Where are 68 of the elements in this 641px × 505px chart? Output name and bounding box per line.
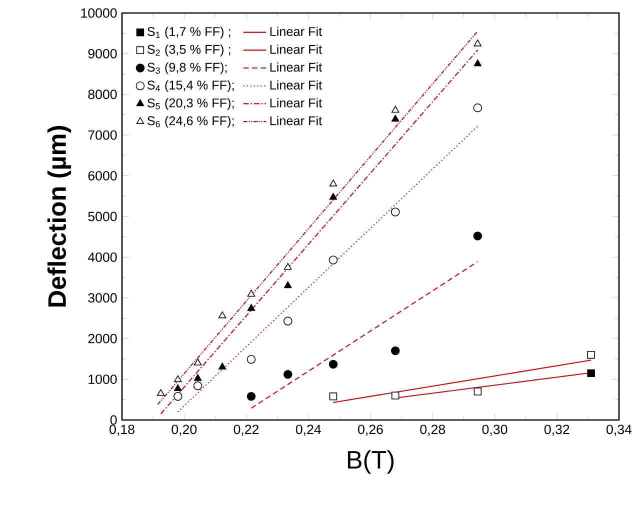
point [587, 351, 595, 359]
point [390, 346, 400, 356]
x-tick-label: 0,22 [234, 424, 259, 436]
x-tick-label: 0,18 [110, 424, 134, 436]
x-tick-label: 0,26 [358, 424, 383, 436]
y-tick-label: 5000 [88, 212, 117, 222]
legend-label: S$_{2}$ (3,5 % FF) ; [147, 44, 230, 56]
x-tick-label: 0,20 [172, 424, 197, 436]
point [193, 381, 202, 390]
point [218, 362, 226, 370]
point [174, 384, 182, 392]
x-axis-title: B(T) [348, 450, 394, 474]
y-tick-label: 9000 [88, 48, 117, 58]
point [474, 40, 482, 46]
point [390, 208, 400, 216]
y-tick-label: 10000 [81, 8, 117, 18]
y-axis-title: Deflection (µm) [47, 126, 72, 307]
x-tick-label: 0,28 [420, 424, 446, 436]
y-tick-label: 6000 [88, 171, 117, 180]
point [284, 262, 292, 270]
point [328, 256, 338, 264]
point [218, 311, 226, 318]
point [329, 180, 338, 186]
legend-label: Linear Fit [270, 26, 322, 36]
y-tick-label: 1000 [88, 374, 117, 384]
point [283, 316, 292, 326]
point [391, 114, 400, 122]
point [391, 106, 400, 113]
point [283, 370, 292, 379]
y-tick-label: 2000 [88, 334, 117, 344]
point [194, 374, 202, 381]
point [284, 281, 292, 288]
point [194, 358, 202, 366]
x-tick-label: 0,34 [606, 424, 632, 436]
legend-label: S$_{3}$ (9,8 % FF); [147, 62, 227, 74]
point [587, 369, 595, 378]
y-tick-label: 0 [110, 415, 117, 425]
point [329, 192, 338, 200]
legend-label: S$_{1}$ (1,7 % FF) ; [147, 26, 230, 39]
y-tick-label: 3000 [88, 293, 117, 303]
point [247, 304, 256, 311]
legend-label: S$_{4}$ (15,4 % FF); [147, 80, 234, 92]
point [174, 375, 182, 382]
legend-label: Linear Fit [270, 44, 322, 54]
legend-label: Linear Fit [270, 116, 322, 126]
point [473, 103, 482, 112]
x-tick-label: 0,24 [296, 424, 321, 436]
point [247, 290, 256, 297]
point [174, 392, 182, 401]
legend-label: Linear Fit [270, 98, 322, 108]
x-tick-label: 0,32 [544, 424, 570, 436]
point [329, 392, 338, 400]
point [246, 354, 256, 364]
y-tick-label: 8000 [88, 90, 117, 100]
point [246, 392, 256, 401]
point [474, 59, 482, 66]
point [156, 389, 165, 396]
x-tick-label: 0,30 [482, 424, 508, 436]
y-tick-label: 7000 [88, 130, 117, 140]
legend-label: Linear Fit [270, 80, 322, 90]
point [328, 360, 338, 369]
y-tick-label: 4000 [88, 252, 117, 262]
point [391, 392, 400, 400]
legend-label: S$_{6}$ (24,6 % FF); [147, 116, 234, 128]
legend-label: S$_{5}$ (20,3 % FF); [147, 98, 234, 110]
point [474, 388, 482, 396]
legend-label: Linear Fit [270, 62, 322, 72]
point [473, 232, 482, 240]
